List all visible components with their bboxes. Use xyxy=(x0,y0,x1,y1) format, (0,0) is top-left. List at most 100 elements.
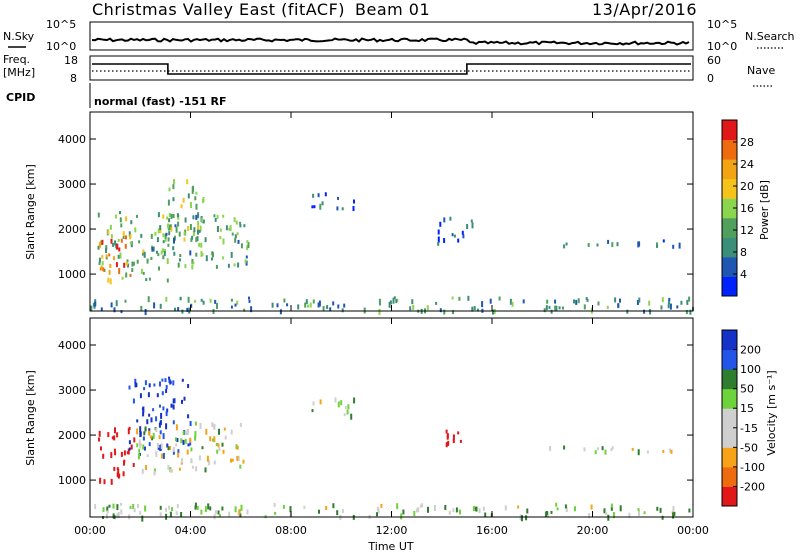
data-cell xyxy=(613,512,615,519)
data-cell xyxy=(318,509,320,514)
colorbar-tick-label: 200 xyxy=(740,344,761,357)
data-cell xyxy=(509,298,512,305)
data-cell xyxy=(318,300,321,307)
data-cell xyxy=(317,302,320,308)
data-cell xyxy=(607,239,610,244)
data-cell xyxy=(668,300,671,304)
data-cell xyxy=(120,451,123,457)
data-cell xyxy=(205,255,208,262)
data-cell xyxy=(549,446,552,451)
data-cell xyxy=(467,295,470,301)
data-cell xyxy=(236,232,239,236)
data-cell xyxy=(167,223,169,229)
data-cell xyxy=(189,437,192,443)
data-cell xyxy=(443,238,446,243)
data-cell xyxy=(164,236,167,242)
data-cell xyxy=(113,448,116,452)
x-tick-label: 16:00 xyxy=(476,524,508,537)
data-cell xyxy=(120,223,123,228)
data-cell xyxy=(449,216,452,221)
data-cell xyxy=(123,262,126,268)
data-cell xyxy=(109,278,112,285)
data-cell xyxy=(669,448,672,453)
data-cell xyxy=(239,422,242,427)
data-cell xyxy=(124,243,127,249)
y-tick-label: 1000 xyxy=(58,474,86,487)
data-cell xyxy=(119,211,121,215)
data-cell xyxy=(116,513,119,519)
data-cell xyxy=(167,243,170,247)
data-cell xyxy=(380,503,383,508)
data-cell xyxy=(195,203,198,210)
data-cell xyxy=(159,303,162,309)
data-cell xyxy=(172,197,175,202)
data-cell xyxy=(194,299,197,303)
data-cell xyxy=(112,513,115,519)
data-cell xyxy=(156,237,159,243)
data-cell xyxy=(130,220,133,225)
data-cell xyxy=(212,252,214,258)
data-cell xyxy=(180,458,183,464)
data-cell xyxy=(606,305,609,309)
data-cell xyxy=(643,511,646,515)
data-cell xyxy=(118,247,121,252)
data-cell xyxy=(153,302,156,309)
data-cell xyxy=(307,304,310,308)
colorbar-tick-label: 8 xyxy=(740,246,747,259)
data-cell xyxy=(187,414,190,419)
colorbar-segment xyxy=(722,427,737,448)
data-cell xyxy=(193,227,196,233)
data-cell xyxy=(548,305,551,309)
data-cell xyxy=(204,506,207,513)
data-cell xyxy=(289,506,292,513)
data-cell xyxy=(117,512,120,518)
data-cell xyxy=(125,272,128,278)
data-cell xyxy=(638,510,640,517)
data-cell xyxy=(638,241,641,247)
data-cell xyxy=(332,301,335,306)
data-cell xyxy=(243,308,246,312)
data-cell xyxy=(395,299,398,304)
data-cell xyxy=(138,439,141,446)
data-cell xyxy=(396,503,399,510)
data-cell xyxy=(187,384,190,388)
data-cell xyxy=(610,503,613,508)
data-cell xyxy=(218,514,221,517)
data-cell xyxy=(177,214,180,220)
data-cell xyxy=(166,408,169,413)
data-cell xyxy=(144,380,147,386)
data-cell xyxy=(230,305,233,309)
data-cell xyxy=(230,458,232,463)
x-tick-label: 20:00 xyxy=(577,524,609,537)
data-cell xyxy=(445,429,448,434)
data-cell xyxy=(159,505,162,510)
data-cell xyxy=(239,513,242,518)
data-cell xyxy=(248,296,250,300)
data-cell xyxy=(605,512,608,516)
data-cell xyxy=(341,308,344,313)
data-cell xyxy=(127,448,130,455)
nsky-trace xyxy=(91,37,690,46)
data-cell xyxy=(234,506,237,513)
data-cell xyxy=(164,233,167,239)
colorbar-tick-label: -200 xyxy=(740,480,765,493)
data-cell xyxy=(129,234,132,239)
y-tick-label: 1000 xyxy=(58,268,86,281)
colorbar-tick-label: 12 xyxy=(740,224,754,237)
x-axis-label: Time UT xyxy=(367,540,413,553)
velocity-colorbar: 200 100 50 15 -15 -50 -100 -200 xyxy=(721,329,765,507)
data-cell xyxy=(115,243,118,249)
power-colorbar: 4 8 12 16 20 24 28 xyxy=(721,119,754,297)
data-cell xyxy=(131,268,134,272)
data-cell xyxy=(159,420,162,425)
data-cell xyxy=(184,217,187,223)
data-cell xyxy=(643,309,646,314)
data-cell xyxy=(116,243,119,250)
data-cell xyxy=(233,217,236,223)
data-cell xyxy=(150,257,153,260)
data-cell xyxy=(176,438,179,442)
data-cell xyxy=(563,445,566,450)
data-cell xyxy=(156,250,158,254)
data-cell xyxy=(619,298,621,303)
data-cell xyxy=(159,404,161,408)
